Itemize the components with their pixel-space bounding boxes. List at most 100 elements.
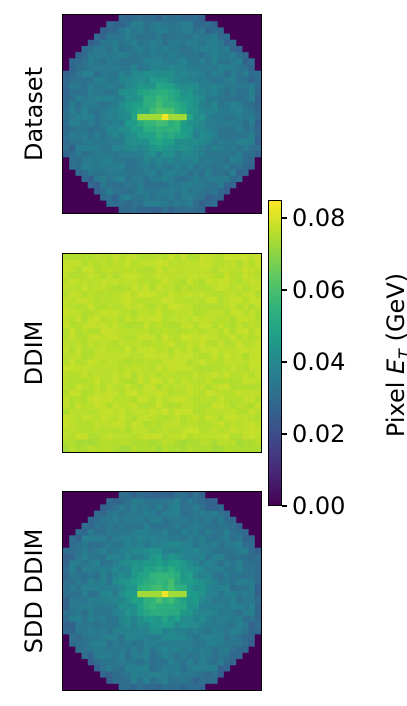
- heatmap-cell: [149, 359, 157, 366]
- heatmap-cell: [124, 529, 132, 536]
- heatmap-cell: [155, 260, 163, 267]
- heatmap-cell: [162, 315, 169, 323]
- heatmap-cell: [69, 266, 76, 273]
- heatmap-cell: [69, 541, 76, 548]
- heatmap-cell: [124, 206, 132, 213]
- colorbar-tick-label: 0.00: [292, 492, 346, 520]
- heatmap-cell: [87, 396, 95, 403]
- heatmap-cell: [143, 284, 150, 292]
- heatmap-cell: [106, 254, 113, 261]
- heatmap-cell: [149, 175, 157, 183]
- heatmap-cell: [254, 377, 261, 385]
- heatmap-cell: [217, 284, 225, 292]
- heatmap-cell: [137, 516, 144, 524]
- heatmap-cell: [63, 83, 70, 90]
- heatmap-cell: [69, 445, 76, 452]
- heatmap-cell: [137, 309, 144, 317]
- heatmap-cell: [230, 547, 237, 555]
- heatmap-cell: [87, 284, 95, 292]
- heatmap-cell: [87, 541, 95, 548]
- heatmap-cell: [131, 628, 138, 635]
- heatmap-cell: [143, 126, 150, 133]
- heatmap-cell: [192, 95, 200, 102]
- heatmap-cell: [254, 640, 261, 647]
- heatmap-cell: [211, 646, 218, 654]
- heatmap-cell: [186, 260, 194, 267]
- heatmap-cell: [155, 15, 163, 22]
- heatmap-cell: [155, 421, 163, 428]
- heatmap-cell: [112, 433, 119, 440]
- heatmap-cell: [230, 151, 237, 158]
- heatmap-cell: [118, 107, 126, 115]
- heatmap-cell: [199, 439, 206, 447]
- heatmap-cell: [63, 266, 70, 273]
- heatmap-cell: [118, 547, 126, 555]
- heatmap-cell: [118, 414, 126, 422]
- heatmap-cell: [192, 408, 200, 416]
- heatmap-cell: [180, 144, 188, 152]
- heatmap-cell: [106, 634, 113, 641]
- heatmap-cell: [131, 683, 138, 690]
- heatmap-cell: [63, 516, 70, 524]
- heatmap-cell: [93, 64, 101, 71]
- heatmap-cell: [106, 151, 113, 158]
- heatmap-cell: [75, 628, 82, 635]
- heatmap-cell: [63, 278, 70, 286]
- heatmap-cell: [211, 615, 218, 623]
- heatmap-cell: [81, 163, 89, 170]
- heatmap-cell: [199, 107, 206, 115]
- heatmap-cell: [205, 578, 212, 586]
- heatmap-cell: [223, 646, 231, 654]
- heatmap-cell: [199, 138, 206, 146]
- heatmap-cell: [248, 584, 256, 592]
- heatmap-cell: [93, 677, 101, 685]
- heatmap-cell: [205, 659, 212, 666]
- heatmap-cell: [112, 591, 119, 598]
- heatmap-cell: [174, 95, 181, 102]
- heatmap-cell: [230, 33, 237, 41]
- heatmap-cell: [242, 652, 249, 660]
- heatmap-cell: [254, 315, 261, 323]
- heatmap-cell: [217, 21, 225, 28]
- heatmap-cell: [180, 328, 188, 335]
- heatmap-cell: [93, 284, 101, 292]
- heatmap-cell: [186, 120, 194, 127]
- heatmap-cell: [248, 322, 256, 329]
- heatmap-cell: [236, 101, 243, 109]
- heatmap-cell: [223, 427, 231, 434]
- heatmap-cell: [131, 529, 138, 536]
- heatmap-cell: [137, 377, 144, 385]
- heatmap-cell: [192, 578, 200, 586]
- heatmap-cell: [217, 334, 225, 341]
- heatmap-cell: [236, 132, 243, 140]
- heatmap-cell: [223, 334, 231, 341]
- heatmap-cell: [217, 132, 225, 140]
- heatmap-cell: [199, 157, 206, 164]
- heatmap-cell: [81, 492, 89, 499]
- heatmap-cell: [236, 254, 243, 261]
- heatmap-cell: [174, 615, 181, 623]
- heatmap-cell: [205, 621, 212, 629]
- heatmap-cell: [242, 402, 249, 409]
- heatmap-cell: [100, 169, 107, 177]
- heatmap-cell: [106, 671, 113, 678]
- heatmap-cell: [230, 266, 237, 273]
- heatmap-cell: [106, 371, 113, 379]
- heatmap-cell: [69, 659, 76, 666]
- heatmap-cell: [131, 439, 138, 447]
- heatmap-cell: [186, 200, 194, 208]
- heatmap-cell: [143, 439, 150, 447]
- heatmap-cell: [248, 163, 256, 170]
- heatmap-cell: [211, 634, 218, 641]
- heatmap-cell: [124, 200, 132, 208]
- heatmap-cell: [192, 169, 200, 177]
- heatmap-cell: [112, 504, 119, 511]
- heatmap-cell: [75, 120, 82, 127]
- heatmap-cell: [248, 365, 256, 372]
- heatmap-cell: [93, 315, 101, 323]
- heatmap-cell: [69, 120, 76, 127]
- heatmap-cell: [63, 33, 70, 41]
- heatmap-cell: [248, 383, 256, 391]
- heatmap-cell: [112, 652, 119, 660]
- heatmap-cell: [236, 498, 243, 505]
